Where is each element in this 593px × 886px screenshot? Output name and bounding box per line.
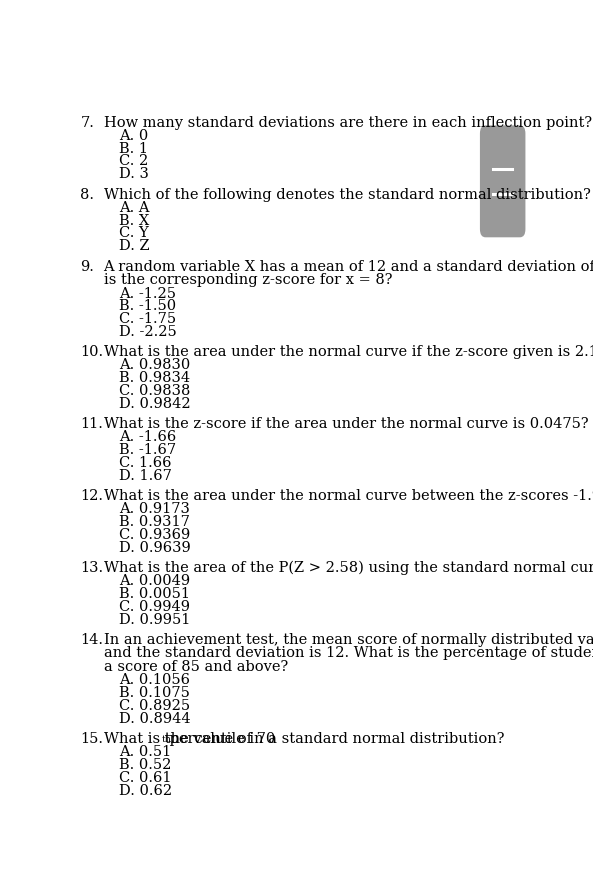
Text: B. 0.9834: B. 0.9834 xyxy=(119,371,190,385)
Text: What is the z-score if the area under the normal curve is 0.0475?: What is the z-score if the area under th… xyxy=(104,417,588,431)
Text: B. -1.67: B. -1.67 xyxy=(119,443,176,457)
Text: C. 0.8925: C. 0.8925 xyxy=(119,699,190,713)
Text: A. 0.9173: A. 0.9173 xyxy=(119,502,190,517)
Text: B. 1: B. 1 xyxy=(119,142,148,156)
Text: a score of 85 and above?: a score of 85 and above? xyxy=(104,660,288,674)
Text: th: th xyxy=(161,734,171,743)
Text: percentile in a standard normal distribution?: percentile in a standard normal distribu… xyxy=(165,732,504,746)
Text: What is the area of the P(Z > 2.58) using the standard normal curve?: What is the area of the P(Z > 2.58) usin… xyxy=(104,561,593,575)
Text: A. 0.9830: A. 0.9830 xyxy=(119,359,190,372)
Text: What is the area under the normal curve between the z-scores -1.99 and 1.56?: What is the area under the normal curve … xyxy=(104,489,593,503)
Text: A. 0.0049: A. 0.0049 xyxy=(119,574,190,588)
Text: In an achievement test, the mean score of normally distributed values is 70: In an achievement test, the mean score o… xyxy=(104,633,593,647)
Text: 14.: 14. xyxy=(80,633,103,647)
Text: 10.: 10. xyxy=(80,345,103,359)
Text: A. -1.25: A. -1.25 xyxy=(119,286,176,300)
Text: C. Y: C. Y xyxy=(119,227,149,240)
Text: D. 0.9951: D. 0.9951 xyxy=(119,612,190,626)
FancyBboxPatch shape xyxy=(480,126,525,237)
Text: A. 0.51: A. 0.51 xyxy=(119,745,171,759)
Text: A. A: A. A xyxy=(119,201,149,215)
Text: Which of the following denotes the standard normal distribution?: Which of the following denotes the stand… xyxy=(104,188,591,201)
Text: What is the area under the normal curve if the z-score given is 2.14?: What is the area under the normal curve … xyxy=(104,345,593,359)
Text: D. -2.25: D. -2.25 xyxy=(119,324,177,338)
Text: 15.: 15. xyxy=(80,732,103,746)
Text: 13.: 13. xyxy=(80,561,103,575)
Text: D. 0.9639: D. 0.9639 xyxy=(119,540,191,555)
Text: 9.: 9. xyxy=(80,260,94,274)
Text: A. 0: A. 0 xyxy=(119,129,148,143)
Text: D. Z: D. Z xyxy=(119,239,149,253)
Text: C. 2: C. 2 xyxy=(119,154,148,168)
Text: What is the value of 70: What is the value of 70 xyxy=(104,732,275,746)
Text: 11.: 11. xyxy=(80,417,103,431)
Text: C. -1.75: C. -1.75 xyxy=(119,312,176,326)
Text: D. 1.67: D. 1.67 xyxy=(119,469,172,483)
Text: A. 0.1056: A. 0.1056 xyxy=(119,673,190,688)
Text: D. 0.9842: D. 0.9842 xyxy=(119,397,191,410)
Text: B. -1.50: B. -1.50 xyxy=(119,299,176,314)
Text: A. -1.66: A. -1.66 xyxy=(119,431,176,445)
Text: C. 0.61: C. 0.61 xyxy=(119,771,171,785)
Text: 8.: 8. xyxy=(80,188,94,201)
Text: C. 0.9949: C. 0.9949 xyxy=(119,600,190,614)
Text: and the standard deviation is 12. What is the percentage of students who got: and the standard deviation is 12. What i… xyxy=(104,647,593,660)
Text: B. 0.0051: B. 0.0051 xyxy=(119,587,190,602)
Text: C. 0.9838: C. 0.9838 xyxy=(119,384,190,398)
Text: B. 0.1075: B. 0.1075 xyxy=(119,686,190,700)
Text: How many standard deviations are there in each inflection point?: How many standard deviations are there i… xyxy=(104,115,592,129)
Text: D. 0.62: D. 0.62 xyxy=(119,783,172,797)
Text: A random variable X has a mean of 12 and a standard deviation of 3.2.  What: A random variable X has a mean of 12 and… xyxy=(104,260,593,274)
Text: C. 1.66: C. 1.66 xyxy=(119,456,171,470)
Text: is the corresponding z-score for x = 8?: is the corresponding z-score for x = 8? xyxy=(104,273,392,287)
Text: C. 0.9369: C. 0.9369 xyxy=(119,528,190,542)
Text: B. X: B. X xyxy=(119,214,149,228)
Text: 12.: 12. xyxy=(80,489,103,503)
Text: 7.: 7. xyxy=(80,115,94,129)
Text: B. 0.52: B. 0.52 xyxy=(119,758,171,772)
Text: D. 3: D. 3 xyxy=(119,167,149,181)
Text: B. 0.9317: B. 0.9317 xyxy=(119,515,190,529)
Text: D. 0.8944: D. 0.8944 xyxy=(119,711,191,726)
